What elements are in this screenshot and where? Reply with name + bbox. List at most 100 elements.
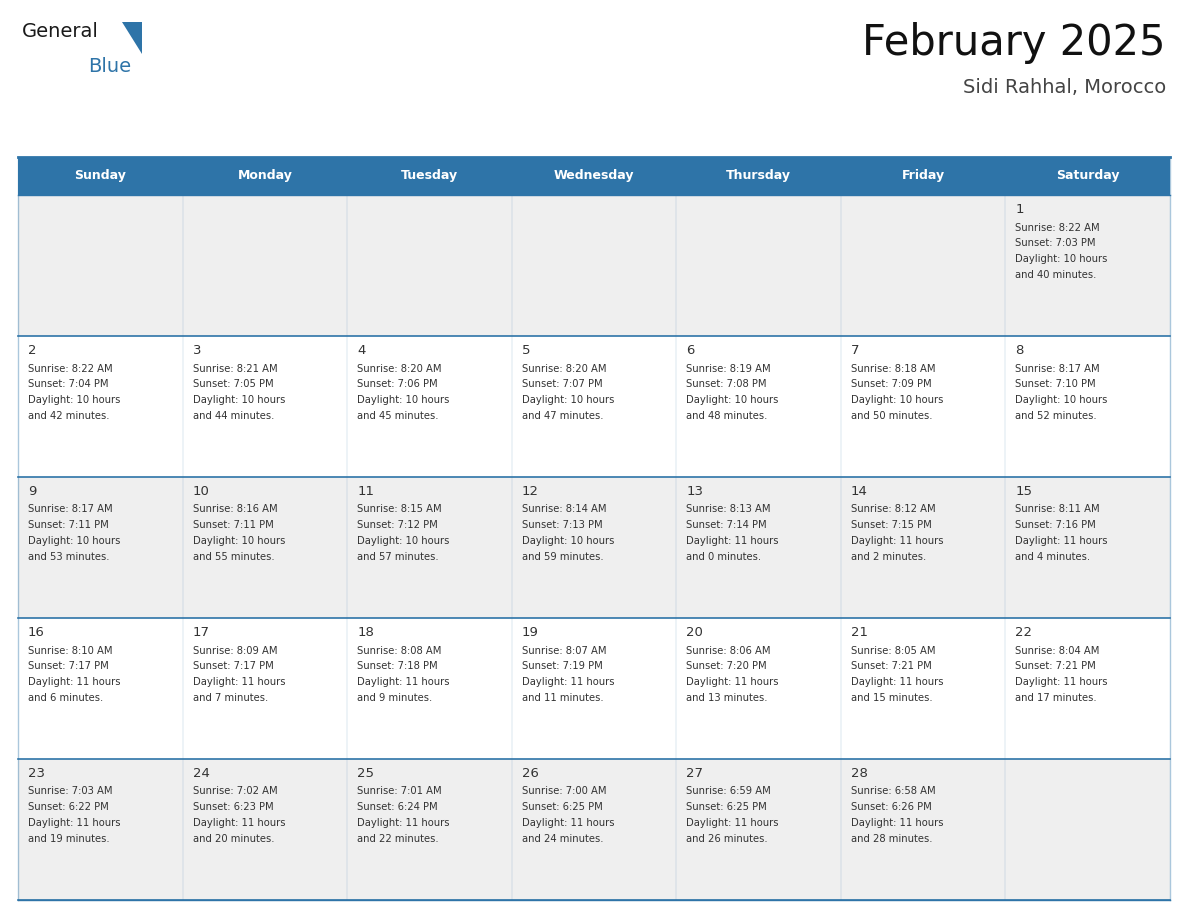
Text: and 0 minutes.: and 0 minutes. xyxy=(687,552,762,562)
Text: Sunrise: 8:15 AM: Sunrise: 8:15 AM xyxy=(358,505,442,514)
Bar xyxy=(676,195,841,336)
Text: 28: 28 xyxy=(851,767,867,780)
Bar xyxy=(183,759,347,900)
Text: Daylight: 11 hours: Daylight: 11 hours xyxy=(687,677,779,687)
Text: Daylight: 11 hours: Daylight: 11 hours xyxy=(192,677,285,687)
Text: Daylight: 11 hours: Daylight: 11 hours xyxy=(358,818,449,828)
Text: Sunrise: 8:11 AM: Sunrise: 8:11 AM xyxy=(1016,505,1100,514)
Bar xyxy=(841,336,1005,477)
Bar xyxy=(841,618,1005,759)
Bar xyxy=(18,195,183,336)
Bar xyxy=(512,759,676,900)
Text: and 17 minutes.: and 17 minutes. xyxy=(1016,693,1097,703)
Bar xyxy=(1005,618,1170,759)
Text: Sunrise: 8:17 AM: Sunrise: 8:17 AM xyxy=(1016,364,1100,374)
Text: and 11 minutes.: and 11 minutes. xyxy=(522,693,604,703)
Text: 6: 6 xyxy=(687,344,695,357)
Text: Daylight: 10 hours: Daylight: 10 hours xyxy=(192,536,285,546)
Bar xyxy=(676,618,841,759)
Text: 18: 18 xyxy=(358,626,374,639)
Text: Sunset: 7:12 PM: Sunset: 7:12 PM xyxy=(358,521,438,531)
Bar xyxy=(676,477,841,618)
Text: Sunset: 7:14 PM: Sunset: 7:14 PM xyxy=(687,521,767,531)
Text: Sunrise: 6:59 AM: Sunrise: 6:59 AM xyxy=(687,787,771,797)
Text: and 48 minutes.: and 48 minutes. xyxy=(687,411,767,420)
Bar xyxy=(512,618,676,759)
Bar xyxy=(347,336,512,477)
Text: Sunrise: 8:12 AM: Sunrise: 8:12 AM xyxy=(851,505,935,514)
Bar xyxy=(347,759,512,900)
Bar xyxy=(1005,157,1170,195)
Text: 22: 22 xyxy=(1016,626,1032,639)
Bar xyxy=(18,157,183,195)
Text: Sunrise: 6:58 AM: Sunrise: 6:58 AM xyxy=(851,787,935,797)
Text: Sunset: 7:06 PM: Sunset: 7:06 PM xyxy=(358,379,437,389)
Text: 7: 7 xyxy=(851,344,859,357)
Text: Daylight: 10 hours: Daylight: 10 hours xyxy=(358,536,449,546)
Bar xyxy=(676,157,841,195)
Bar xyxy=(512,336,676,477)
Text: and 50 minutes.: and 50 minutes. xyxy=(851,411,933,420)
Text: Sunrise: 7:00 AM: Sunrise: 7:00 AM xyxy=(522,787,606,797)
Text: 23: 23 xyxy=(29,767,45,780)
Bar xyxy=(841,195,1005,336)
Bar xyxy=(676,759,841,900)
Text: Sunset: 7:17 PM: Sunset: 7:17 PM xyxy=(192,661,273,671)
Text: Sunset: 6:25 PM: Sunset: 6:25 PM xyxy=(522,802,602,812)
Bar xyxy=(18,477,183,618)
Text: Sunrise: 8:22 AM: Sunrise: 8:22 AM xyxy=(1016,222,1100,232)
Text: Sunrise: 8:05 AM: Sunrise: 8:05 AM xyxy=(851,645,935,655)
Text: Sunrise: 7:03 AM: Sunrise: 7:03 AM xyxy=(29,787,113,797)
Text: Sunset: 7:09 PM: Sunset: 7:09 PM xyxy=(851,379,931,389)
Text: 27: 27 xyxy=(687,767,703,780)
Text: Sunset: 6:24 PM: Sunset: 6:24 PM xyxy=(358,802,437,812)
Bar xyxy=(1005,195,1170,336)
Text: Sunrise: 8:22 AM: Sunrise: 8:22 AM xyxy=(29,364,113,374)
Text: Sunrise: 8:14 AM: Sunrise: 8:14 AM xyxy=(522,505,606,514)
Text: Sunrise: 8:20 AM: Sunrise: 8:20 AM xyxy=(522,364,606,374)
Text: Daylight: 10 hours: Daylight: 10 hours xyxy=(522,536,614,546)
Text: Daylight: 10 hours: Daylight: 10 hours xyxy=(522,395,614,405)
Text: Sunset: 7:17 PM: Sunset: 7:17 PM xyxy=(29,661,109,671)
Text: Sunrise: 7:02 AM: Sunrise: 7:02 AM xyxy=(192,787,277,797)
Text: 19: 19 xyxy=(522,626,538,639)
Text: 13: 13 xyxy=(687,485,703,498)
Text: and 52 minutes.: and 52 minutes. xyxy=(1016,411,1097,420)
Text: Daylight: 10 hours: Daylight: 10 hours xyxy=(29,395,120,405)
Bar xyxy=(183,336,347,477)
Text: Daylight: 11 hours: Daylight: 11 hours xyxy=(29,677,120,687)
Bar xyxy=(841,157,1005,195)
Text: and 20 minutes.: and 20 minutes. xyxy=(192,834,274,844)
Text: and 57 minutes.: and 57 minutes. xyxy=(358,552,438,562)
Text: 14: 14 xyxy=(851,485,867,498)
Text: 26: 26 xyxy=(522,767,538,780)
Text: Sunrise: 8:20 AM: Sunrise: 8:20 AM xyxy=(358,364,442,374)
Text: Sunrise: 8:19 AM: Sunrise: 8:19 AM xyxy=(687,364,771,374)
Text: Sunset: 7:10 PM: Sunset: 7:10 PM xyxy=(1016,379,1097,389)
Text: Sunrise: 8:10 AM: Sunrise: 8:10 AM xyxy=(29,645,113,655)
Text: Sunrise: 8:17 AM: Sunrise: 8:17 AM xyxy=(29,505,113,514)
Bar xyxy=(841,477,1005,618)
Text: 12: 12 xyxy=(522,485,538,498)
Text: Daylight: 10 hours: Daylight: 10 hours xyxy=(1016,395,1107,405)
Bar xyxy=(512,157,676,195)
Text: and 47 minutes.: and 47 minutes. xyxy=(522,411,604,420)
Bar xyxy=(1005,477,1170,618)
Text: 1: 1 xyxy=(1016,203,1024,216)
Text: 17: 17 xyxy=(192,626,209,639)
Text: Tuesday: Tuesday xyxy=(400,170,459,183)
Text: Sunset: 7:18 PM: Sunset: 7:18 PM xyxy=(358,661,437,671)
Text: Sunrise: 8:13 AM: Sunrise: 8:13 AM xyxy=(687,505,771,514)
Text: and 55 minutes.: and 55 minutes. xyxy=(192,552,274,562)
Text: and 42 minutes.: and 42 minutes. xyxy=(29,411,109,420)
Text: Daylight: 11 hours: Daylight: 11 hours xyxy=(851,818,943,828)
Text: Sunday: Sunday xyxy=(75,170,126,183)
Bar xyxy=(183,477,347,618)
Bar xyxy=(183,618,347,759)
Text: 21: 21 xyxy=(851,626,868,639)
Text: and 9 minutes.: and 9 minutes. xyxy=(358,693,432,703)
Text: Daylight: 11 hours: Daylight: 11 hours xyxy=(851,677,943,687)
Text: and 44 minutes.: and 44 minutes. xyxy=(192,411,274,420)
Text: Daylight: 11 hours: Daylight: 11 hours xyxy=(1016,536,1108,546)
Text: and 59 minutes.: and 59 minutes. xyxy=(522,552,604,562)
